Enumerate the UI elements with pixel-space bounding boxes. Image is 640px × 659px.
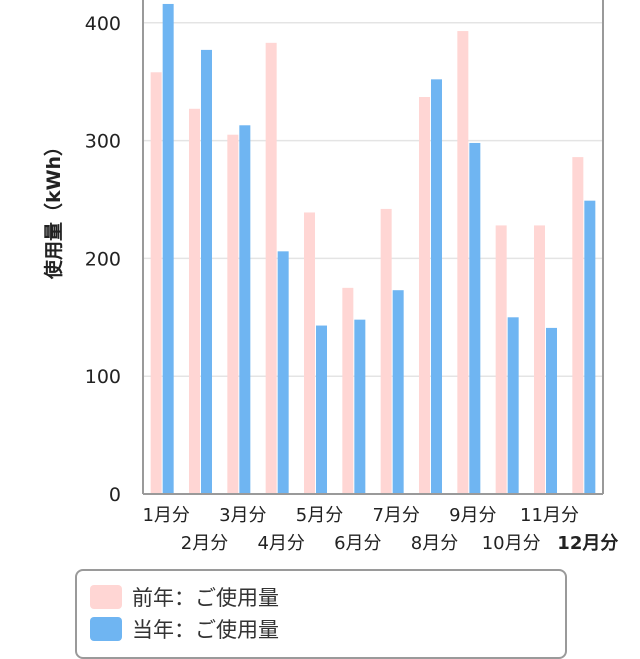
x-tick-label: 3月分: [219, 505, 266, 526]
bar-previous-year: [150, 72, 162, 494]
y-tick-label: 200: [85, 248, 121, 270]
x-tick-label: 8月分: [411, 533, 458, 554]
x-tick-label: 2月分: [181, 533, 228, 554]
x-tick-label: 12月分: [557, 533, 618, 554]
bar-current-year: [469, 142, 481, 494]
x-axis-labels: 1月分 2月分 3月分 4月分 5月分 6月分 7月分 8月分 9月分 10月分 11月分 12月分: [142, 505, 618, 554]
bar-previous-year: [189, 108, 200, 494]
legend-item-current-year: 当年：ご使用量: [90, 615, 279, 643]
x-tick-label: 7月分: [372, 505, 419, 526]
bar-current-year: [277, 251, 289, 494]
bar-previous-year: [304, 212, 315, 494]
bars: [150, 3, 596, 495]
bar-current-year: [392, 290, 404, 494]
x-tick-label: 5月分: [296, 505, 343, 526]
bar-previous-year: [457, 31, 469, 495]
bar-current-year: [162, 3, 174, 495]
bar-previous-year: [572, 157, 584, 495]
bar-current-year: [354, 319, 366, 494]
bar-previous-year: [265, 42, 277, 495]
legend-label-current-year: 当年：ご使用量: [132, 618, 279, 642]
x-tick-label: 11月分: [520, 505, 579, 526]
bar-previous-year: [227, 134, 239, 494]
bar-current-year: [507, 317, 519, 494]
bar-previous-year: [380, 208, 392, 494]
bar-current-year: [316, 325, 327, 494]
bar-current-year: [201, 49, 212, 494]
bar-current-year: [584, 200, 596, 495]
grid-lines: [143, 22, 603, 377]
x-tick-label: 10月分: [482, 533, 541, 554]
x-tick-label: 9月分: [449, 505, 496, 526]
bar-current-year: [546, 327, 557, 494]
x-tick-label: 1月分: [142, 505, 189, 526]
usage-bar-chart: 0 100 200 300 400 使用量（kWh） 1月分 2月分 3月分 4月分 5月分 6月…: [42, 0, 618, 554]
bar-previous-year: [534, 225, 545, 494]
legend-label-previous-year: 前年：ご使用量: [132, 586, 279, 610]
bar-previous-year: [419, 97, 430, 494]
legend: 前年：ご使用量 当年：ご使用量: [75, 569, 567, 659]
x-tick-label: 6月分: [334, 533, 381, 554]
x-tick-label: 4月分: [257, 533, 304, 554]
legend-swatch-current-year: [90, 617, 122, 641]
y-tick-label: 0: [109, 484, 121, 506]
legend-swatch-previous-year: [90, 585, 122, 609]
y-axis-label: 使用量（kWh）: [42, 137, 65, 280]
y-tick-label: 400: [85, 13, 121, 35]
y-axis-ticks: 0 100 200 300 400: [85, 13, 121, 506]
bar-current-year: [239, 125, 251, 494]
y-tick-label: 300: [85, 131, 121, 153]
y-tick-label: 100: [85, 366, 121, 388]
bar-previous-year: [495, 225, 507, 494]
plot-frame: [142, 0, 604, 495]
bar-previous-year: [342, 287, 354, 494]
bar-current-year: [431, 79, 442, 495]
legend-item-previous-year: 前年：ご使用量: [90, 583, 279, 611]
